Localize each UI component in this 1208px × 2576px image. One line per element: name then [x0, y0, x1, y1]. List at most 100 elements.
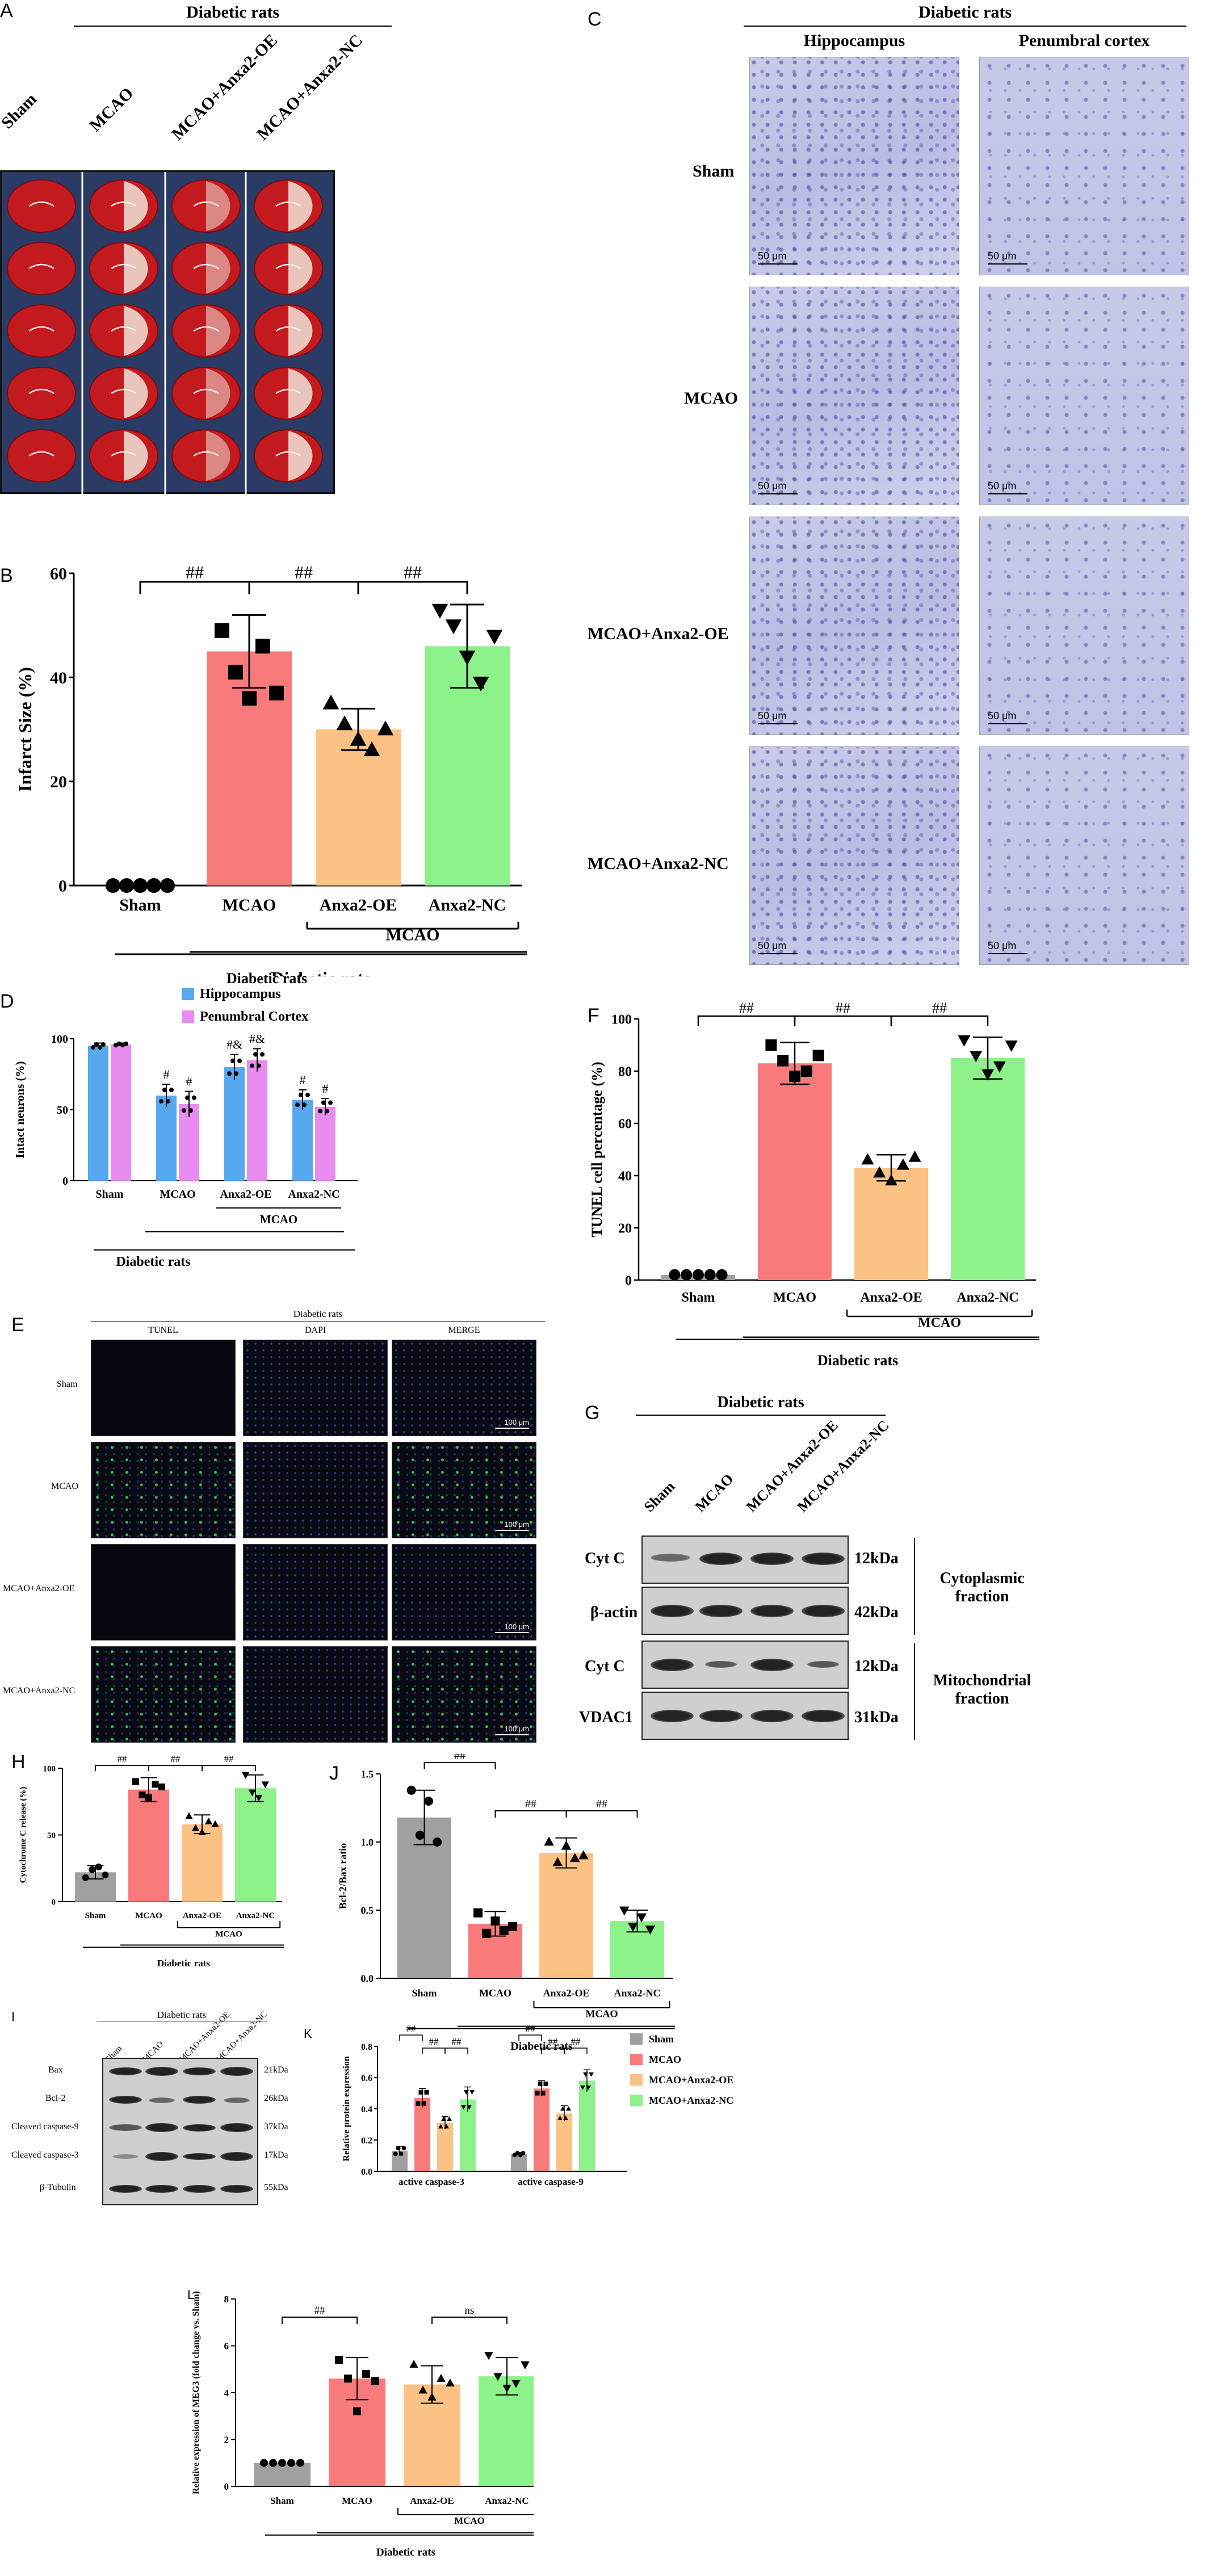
chart-d-point: [117, 1041, 121, 1046]
panel-label-b: B: [0, 565, 13, 586]
chart-j-sig1-bracket: [423, 1762, 496, 1769]
chart-b-ylabel: Infarct Size (%): [15, 667, 35, 792]
chart-f-ylabel: TUNEL cell percentage (%): [589, 1062, 605, 1237]
chart-d-legend-label: Hippocampus: [200, 987, 281, 1001]
chart-k-point: [421, 2101, 426, 2106]
chart-f-point: [777, 1055, 789, 1067]
chart-b-sig3-bracket: [357, 581, 468, 594]
panel-g-group-title: Diabetic rats: [717, 1394, 804, 1411]
chart-h-sig2-label: ##: [171, 1753, 181, 1764]
chart-f-sig2-bracket: [794, 1015, 892, 1026]
chart-h-bar: [128, 1789, 169, 1902]
chart-d-point: [94, 1042, 99, 1047]
panel-e-row-sham: Sham: [57, 1379, 78, 1389]
chart-k-sig3-label: ##: [571, 2036, 581, 2047]
chart-d-legend-swatch: [182, 1010, 194, 1023]
chart-j-point: [636, 1913, 647, 1923]
panel-c-row-mcao: MCAO: [684, 389, 738, 408]
tunel-sham-tunel: [91, 1340, 236, 1436]
chart-j-point: [619, 1906, 630, 1916]
panel-i-row-casp3: Cleaved caspase-3: [11, 2150, 79, 2160]
panel-label-c: C: [588, 9, 602, 30]
panel-label-e: E: [11, 1314, 24, 1336]
chart-j-point: [552, 1857, 563, 1866]
chart-d-ytick-label: 0: [62, 1175, 68, 1188]
chart-k-point: [521, 2151, 526, 2156]
nissl-hippocampus-sham: 50 μm: [749, 57, 959, 275]
chart-b-sig2-label: ##: [295, 562, 313, 582]
panel-g-kda-1: 42kDa: [854, 1604, 899, 1621]
panel-c-row-nc: MCAO+Anxa2-NC: [588, 854, 729, 873]
chart-k-point: [566, 2106, 571, 2111]
panel-c-title-line: [744, 26, 1186, 27]
chart-h-sig3-label: ##: [224, 1753, 234, 1764]
chart-l-sig1-label: ##: [314, 2305, 326, 2317]
panel-g-lane-2: MCAO+Anxa2-OE: [743, 1417, 841, 1516]
chart-l-point: [427, 2392, 437, 2401]
chart-b-point: [255, 639, 270, 654]
chart-k-point: [538, 2082, 543, 2086]
chart-d-point: [295, 1102, 300, 1107]
chart-b-point: [106, 878, 120, 893]
chart-j-point: [645, 1925, 656, 1935]
brain-slice-ventricle: [193, 451, 219, 457]
chart-k-bar: [534, 2088, 550, 2171]
panel-c-group-title: Diabetic rats: [918, 3, 1012, 22]
panel-a-group-label-0: Sham: [0, 90, 41, 133]
brain-slice: [7, 242, 76, 295]
chart-b-ytick-label: 40: [50, 669, 67, 687]
panel-g-row-vdac1: VDAC1: [579, 1709, 633, 1726]
nissl-hippocampus-mcao: 50 μm: [749, 287, 959, 505]
chart-k-xtick-label: active caspase-3: [399, 2176, 464, 2187]
chart-d-point: [169, 1088, 174, 1092]
chart-d-bar: [224, 1067, 245, 1181]
chart-h-ytick-label: 100: [43, 1764, 56, 1773]
panel-i-kda-1: 26kDa: [264, 2093, 288, 2103]
chart-l-point: [484, 2352, 493, 2360]
brain-slice-ventricle: [193, 201, 219, 207]
panel-a-group-title: Diabetic rats: [186, 3, 280, 22]
chart-k-point: [589, 2072, 594, 2077]
blot-g-actin: [641, 1587, 849, 1635]
brain-slice-ventricle: [193, 263, 219, 270]
chart-l-mcao-label: MCAO: [454, 2515, 485, 2526]
chart-k-point: [424, 2090, 429, 2095]
panel-g-kda-0: 12kDa: [854, 1550, 899, 1567]
chart-d-sig: #: [186, 1075, 192, 1089]
chart-f-ytick-label: 100: [611, 1012, 632, 1027]
chart-b-point: [269, 685, 284, 700]
panel-label-d: D: [0, 991, 14, 1012]
chart-l-point: [362, 2370, 370, 2378]
panel-i-kda-0: 21kDa: [264, 2065, 288, 2075]
chart-k-sig2-label: ##: [548, 2036, 559, 2047]
panel-e-col-tunel: TUNEL: [148, 1325, 178, 1335]
ttc-brain-slices-image: [0, 170, 335, 496]
chart-d-point: [260, 1052, 265, 1057]
tunel-mcao-tunel: [91, 1442, 236, 1538]
chart-b-point: [119, 878, 134, 893]
tunel-mcao-merge: 100 μm: [392, 1442, 536, 1538]
chart-k-legend-swatch: [630, 2095, 643, 2106]
panel-label-l: L: [187, 2288, 195, 2302]
chart-b-point: [242, 691, 257, 706]
panel-e-col-dapi: DAPI: [304, 1325, 326, 1335]
chart-l-ytick-label: 0: [224, 2481, 229, 2492]
chart-d-group-label: Diabetic rats: [116, 1255, 190, 1269]
chart-d-point: [182, 1108, 186, 1113]
chart-d-ytick-label: 100: [51, 1033, 68, 1046]
tunel-mcao-dapi: [243, 1442, 388, 1538]
chart-j-ylabel: Bcl-2/Bax ratio: [337, 1843, 349, 1909]
chart-j-point: [561, 1840, 572, 1850]
brain-slice-ventricle: [28, 263, 54, 270]
chart-d-bar: [111, 1044, 131, 1181]
chart-f-point: [861, 1153, 874, 1165]
chart-f-point: [993, 1061, 1006, 1073]
panel-i-kda-2: 37kDa: [264, 2122, 288, 2132]
chart-l-xtick-label: Sham: [270, 2495, 294, 2506]
panel-e-group-title: Diabetic rats: [293, 1308, 343, 1319]
chart-j-point: [473, 1908, 483, 1918]
chart-j-ytick-label: 0.0: [361, 1973, 374, 1984]
chart-l-group-label: Diabetic rats: [376, 2546, 435, 2558]
chart-j-sig2-label: ##: [525, 1798, 536, 1810]
panel-g-cyto-bracket: [914, 1538, 915, 1635]
